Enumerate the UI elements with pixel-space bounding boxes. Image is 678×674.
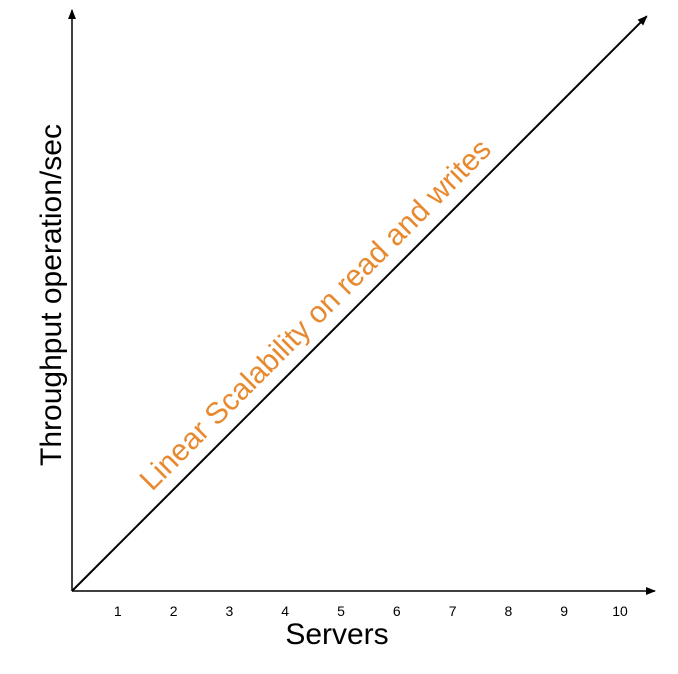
x-axis-title: Servers [285, 618, 388, 651]
y-axis-title: Throughput operation/sec [35, 124, 68, 466]
x-tick-label-2: 2 [170, 603, 178, 619]
x-tick-label-10: 10 [612, 603, 628, 619]
x-tick-label-4: 4 [281, 603, 289, 619]
x-tick-label-7: 7 [449, 603, 457, 619]
x-tick-label-9: 9 [560, 603, 568, 619]
x-tick-labels: 1 2 3 4 5 6 7 8 9 10 [114, 603, 628, 619]
series-line-linear [71, 15, 648, 592]
x-tick-label-6: 6 [393, 603, 401, 619]
x-tick-label-1: 1 [114, 603, 122, 619]
x-tick-label-8: 8 [505, 603, 513, 619]
x-tick-label-5: 5 [337, 603, 345, 619]
x-tick-label-3: 3 [226, 603, 234, 619]
annotation-linear-scalability: Linear Scalability on read and writes [134, 133, 498, 497]
